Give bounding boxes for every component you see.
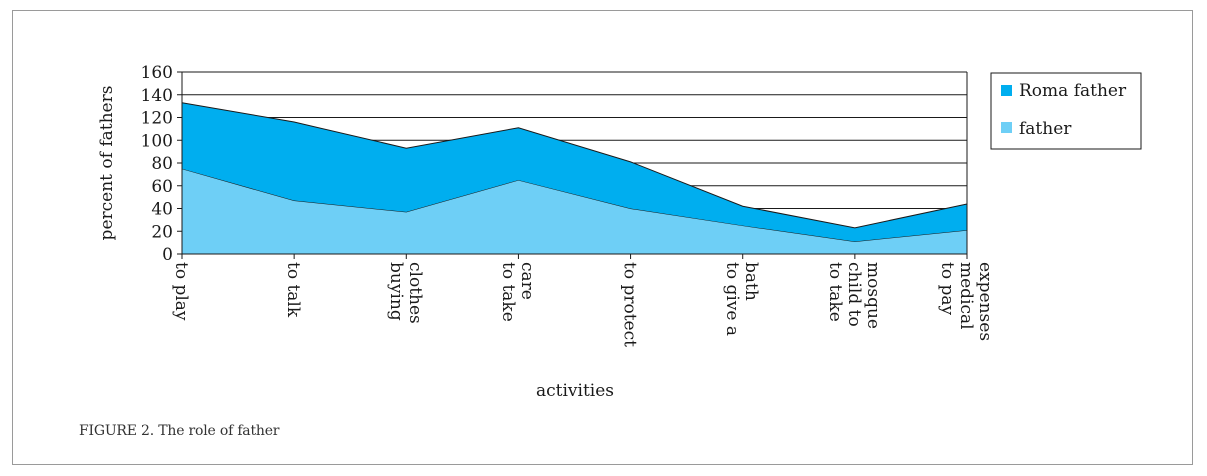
y-tick-label: 0: [162, 245, 173, 265]
y-tick-label: 160: [141, 63, 173, 83]
x-category-label: to take child to mosque: [825, 262, 883, 329]
y-tick-label: 60: [151, 177, 173, 197]
x-category-label: buying clothes: [386, 262, 425, 324]
x-axis-title: activities: [536, 381, 614, 401]
legend: Roma father father: [990, 72, 1142, 150]
x-category-label-line: medical: [956, 262, 976, 330]
x-category-label-line: to play: [171, 262, 191, 321]
legend-swatch-roma-father: [1001, 85, 1012, 96]
legend-label-roma-father: Roma father: [1019, 81, 1127, 101]
y-tick-label: 140: [141, 86, 173, 106]
x-category-label-line: care: [517, 262, 537, 300]
legend-label-father: father: [1019, 119, 1072, 139]
x-category-label-line: mosque: [863, 262, 883, 329]
x-category-label-line: to take: [498, 262, 518, 322]
x-category-label-line: bath: [741, 262, 761, 301]
x-category-label: to take care: [498, 262, 537, 322]
y-axis-title: percent of fathers: [97, 86, 117, 241]
legend-box: [990, 72, 1142, 150]
x-category-label-line: clothes: [405, 262, 425, 324]
x-category-label: to give a bath: [722, 262, 761, 336]
x-category-label: to protect: [620, 262, 640, 347]
x-category-label-line: to protect: [620, 262, 640, 347]
series-line-father: [181, 168, 968, 242]
x-category-label: to talk: [283, 262, 303, 318]
x-category-label-line: to pay: [937, 262, 957, 315]
x-category-label: to pay medical expenses: [937, 262, 995, 341]
series-line-roma-father: [181, 102, 968, 229]
y-tick-label: 100: [141, 131, 173, 151]
y-tick-label: 120: [141, 109, 173, 129]
area-roma-father: [182, 102, 967, 242]
x-category-label-line: to take: [825, 262, 845, 322]
x-category-labels: to play to talk buying clothes to take care to…: [171, 262, 995, 347]
x-category-label-line: expenses: [975, 262, 995, 341]
y-tick-label: 80: [151, 154, 173, 174]
area-father: [182, 168, 967, 254]
figure-caption: FIGURE 2. The role of father: [79, 423, 280, 439]
y-tick-label: 20: [151, 222, 173, 242]
x-category-label: to play: [171, 262, 191, 321]
legend-swatch-father: [1001, 122, 1012, 133]
x-category-label-line: to give a: [722, 262, 742, 336]
axes: [177, 71, 968, 259]
area-series: [181, 102, 968, 254]
y-tick-label: 40: [151, 200, 173, 220]
x-category-label-line: child to: [844, 262, 864, 327]
x-category-label-line: to talk: [283, 262, 303, 318]
x-category-label-line: buying: [386, 262, 406, 321]
